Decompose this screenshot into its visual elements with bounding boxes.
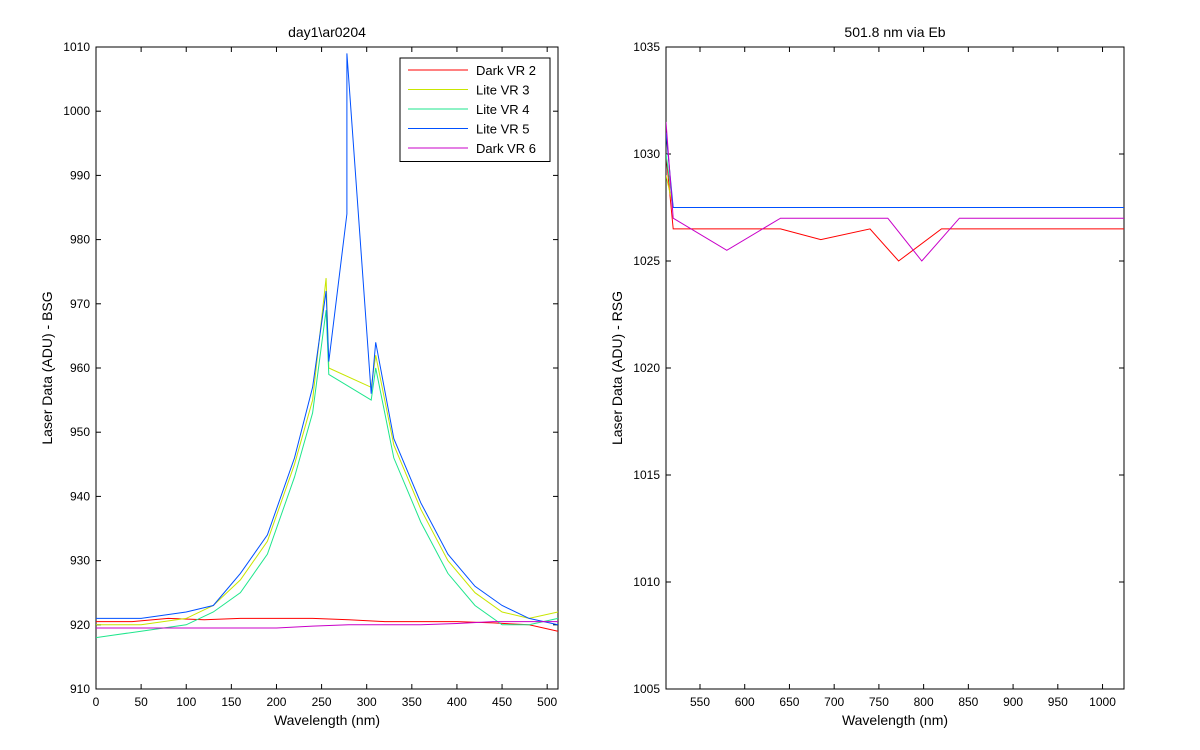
legend-entry: Lite VR 4 (476, 102, 529, 117)
x-tick-label: 0 (93, 695, 100, 709)
y-tick-label: 1020 (633, 361, 660, 375)
y-tick-label: 940 (70, 489, 90, 503)
y-tick-label: 980 (70, 233, 90, 247)
legend-box (399, 57, 551, 162)
y-tick-label: 930 (70, 554, 90, 568)
y-tick-label: 1035 (633, 40, 660, 54)
y-tick-label: 960 (70, 361, 90, 375)
y-tick-label: 990 (70, 168, 90, 182)
x-axis-label: Wavelength (nm) (842, 712, 948, 728)
y-tick-label: 920 (70, 618, 90, 632)
series-line-4 (666, 132, 1124, 208)
y-tick-label: 1005 (633, 682, 660, 696)
plot-area (665, 46, 1125, 690)
legend: Dark VR 2 Lite VR 3 Lite VR 4 Lite VR 5 Dark… (399, 57, 551, 162)
x-tick-label: 550 (690, 695, 710, 709)
y-tick-label: 1000 (63, 104, 90, 118)
series-line-3 (96, 310, 558, 639)
y-tick-label: 1030 (633, 147, 660, 161)
x-tick-label: 350 (402, 695, 422, 709)
legend-entry: Dark VR 2 (476, 63, 536, 78)
chart-title: 501.8 nm via Eb (844, 24, 945, 40)
x-tick-label: 100 (176, 695, 196, 709)
series-line-1 (666, 153, 1124, 262)
y-axis-label: Laser Data (ADU) - RSG (609, 291, 625, 445)
y-tick-label: 950 (70, 425, 90, 439)
series-line-5 (96, 621, 558, 629)
y-tick-label: 910 (70, 682, 90, 696)
series-line-5 (666, 121, 1124, 262)
y-tick-label: 1010 (633, 575, 660, 589)
x-tick-label: 400 (447, 695, 467, 709)
y-tick-label: 1015 (633, 468, 660, 482)
series-line-4 (96, 53, 558, 626)
x-tick-label: 900 (1003, 695, 1023, 709)
x-tick-label: 650 (779, 695, 799, 709)
x-axis-label: Wavelength (nm) (274, 712, 380, 728)
legend-entry: Lite VR 5 (476, 122, 529, 137)
y-tick-label: 1010 (63, 40, 90, 54)
chart-title: day1\ar0204 (288, 24, 366, 40)
x-tick-label: 500 (537, 695, 557, 709)
legend-entry: Lite VR 3 (476, 83, 529, 98)
right-chart: 550 600 650 700 750 800 850 900 950 1000 1005 1010 1… (609, 24, 1125, 728)
y-axis-label: Laser Data (ADU) - BSG (39, 291, 55, 444)
y-tick-label: 970 (70, 297, 90, 311)
x-tick-label: 950 (1048, 695, 1068, 709)
x-tick-label: 200 (266, 695, 286, 709)
x-tick-label: 300 (357, 695, 377, 709)
series-line-1 (96, 617, 558, 632)
x-tick-label: 250 (312, 695, 332, 709)
x-tick-label: 800 (914, 695, 934, 709)
x-tick-label: 600 (735, 695, 755, 709)
x-tick-label: 850 (958, 695, 978, 709)
legend-entry: Dark VR 6 (476, 141, 536, 156)
x-tick-label: 700 (824, 695, 844, 709)
left-chart: 0 50 100 150 200 250 300 350 400 450 500 910 920 930 9… (39, 24, 559, 728)
x-tick-label: 750 (869, 695, 889, 709)
x-tick-label: 1000 (1089, 695, 1116, 709)
y-tick-label: 1025 (633, 254, 660, 268)
x-tick-label: 150 (221, 695, 241, 709)
x-tick-label: 50 (134, 695, 148, 709)
x-tick-label: 450 (492, 695, 512, 709)
